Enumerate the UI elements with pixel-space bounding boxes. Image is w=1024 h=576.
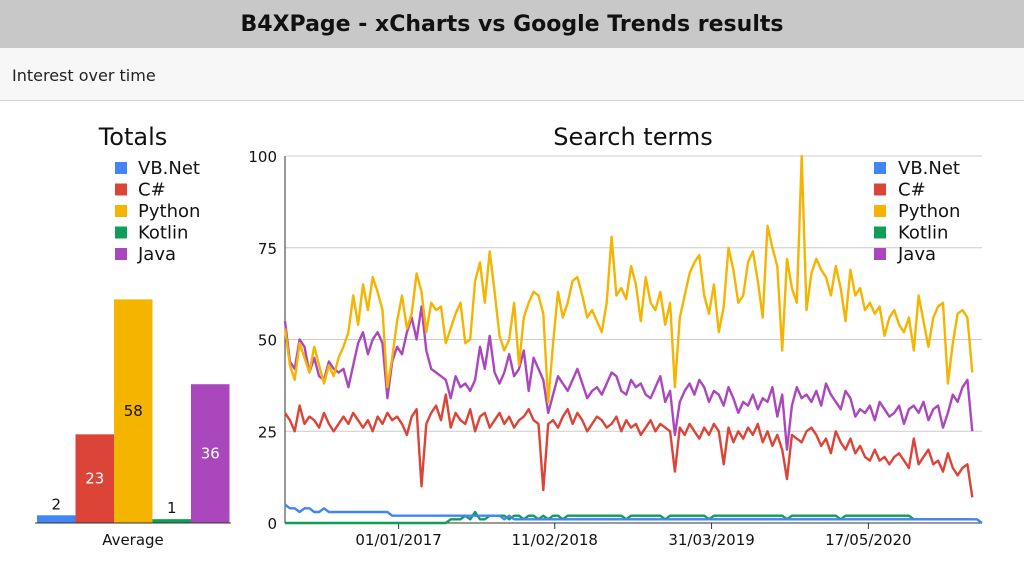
totals-bar-python [114,299,153,523]
trend-y-tick-label: 50 [258,332,277,350]
trend-x-tick-label: 31/03/2019 [668,531,754,549]
trend-legend-label-vb-net: VB.Net [898,158,960,179]
trend-chart-title: Search terms [553,123,713,151]
totals-legend-label-c: C# [138,180,166,201]
header-bar: Interest over time [0,48,1024,101]
totals-value-label-python: 58 [124,402,143,420]
trend-x-tick-label: 17/05/2020 [825,531,911,549]
trend-line-vb-net [284,503,983,524]
totals-value-label-kotlin: 1 [167,499,177,517]
header-label: Interest over time [12,66,156,85]
totals-bars: 2 23 58 1 36 [37,299,230,523]
trend-x-ticks: 01/01/2017 11/02/2018 31/03/2019 17/05/2020 [355,523,912,549]
trend-x-tick-label: 01/01/2017 [355,531,441,549]
totals-bar-kotlin [152,519,191,523]
trend-legend-swatch-python [874,205,886,217]
trend-line-python [283,154,974,404]
totals-bar-c [75,434,114,523]
trend-legend-swatch-vb-net [874,162,886,174]
totals-category-label: Average [102,531,164,549]
totals-value-label-java: 36 [201,445,220,463]
trend-x-tick-label: 11/02/2018 [512,531,598,549]
totals-legend-label-python: Python [138,201,200,222]
trend-line-java [283,305,974,451]
trend-line-c [284,393,974,498]
totals-value-label-c: 23 [85,470,104,488]
totals-value-label-vb-net: 2 [51,495,61,513]
totals-legend-swatch-python [115,205,127,217]
totals-legend-swatch-c [115,183,127,196]
app-title-bar: B4XPage - xCharts vs Google Trends resul… [0,0,1024,48]
totals-chart-title: Totals [98,123,168,151]
trend-y-tick-label: 25 [258,423,277,441]
trend-y-ticks: 0 25 50 75 100 [248,148,277,533]
totals-bar-java [191,384,230,523]
totals-legend-swatch-kotlin [115,226,127,239]
totals-legend-label-vb-net: VB.Net [138,158,200,179]
totals-legend-swatch-vb-net [115,162,127,174]
trend-y-tick-label: 100 [248,148,277,166]
trend-y-tick-label: 75 [258,240,277,258]
trend-lines [283,154,983,525]
trend-legend-swatch-c [874,183,886,196]
search-terms-chart: Search terms 0 25 50 75 100 01/01/2017 11/02/… [248,123,983,549]
totals-legend-swatch-java [115,248,127,260]
trend-legend-swatch-java [874,248,886,260]
totals-bar-vb-net [37,515,76,523]
totals-legend-label-kotlin: Kotlin [138,223,188,244]
trend-legend-label-java: Java [897,244,936,265]
trend-legend-label-kotlin: Kotlin [898,223,948,244]
totals-legend-label-java: Java [137,244,176,265]
trend-legend-label-c: C# [898,180,926,201]
trend-legend-swatch-kotlin [874,226,886,239]
app-title: B4XPage - xCharts vs Google Trends resul… [240,11,784,37]
trend-y-tick-label: 0 [267,515,277,533]
trend-legend-label-python: Python [898,201,960,222]
trend-line-kotlin [285,510,973,525]
